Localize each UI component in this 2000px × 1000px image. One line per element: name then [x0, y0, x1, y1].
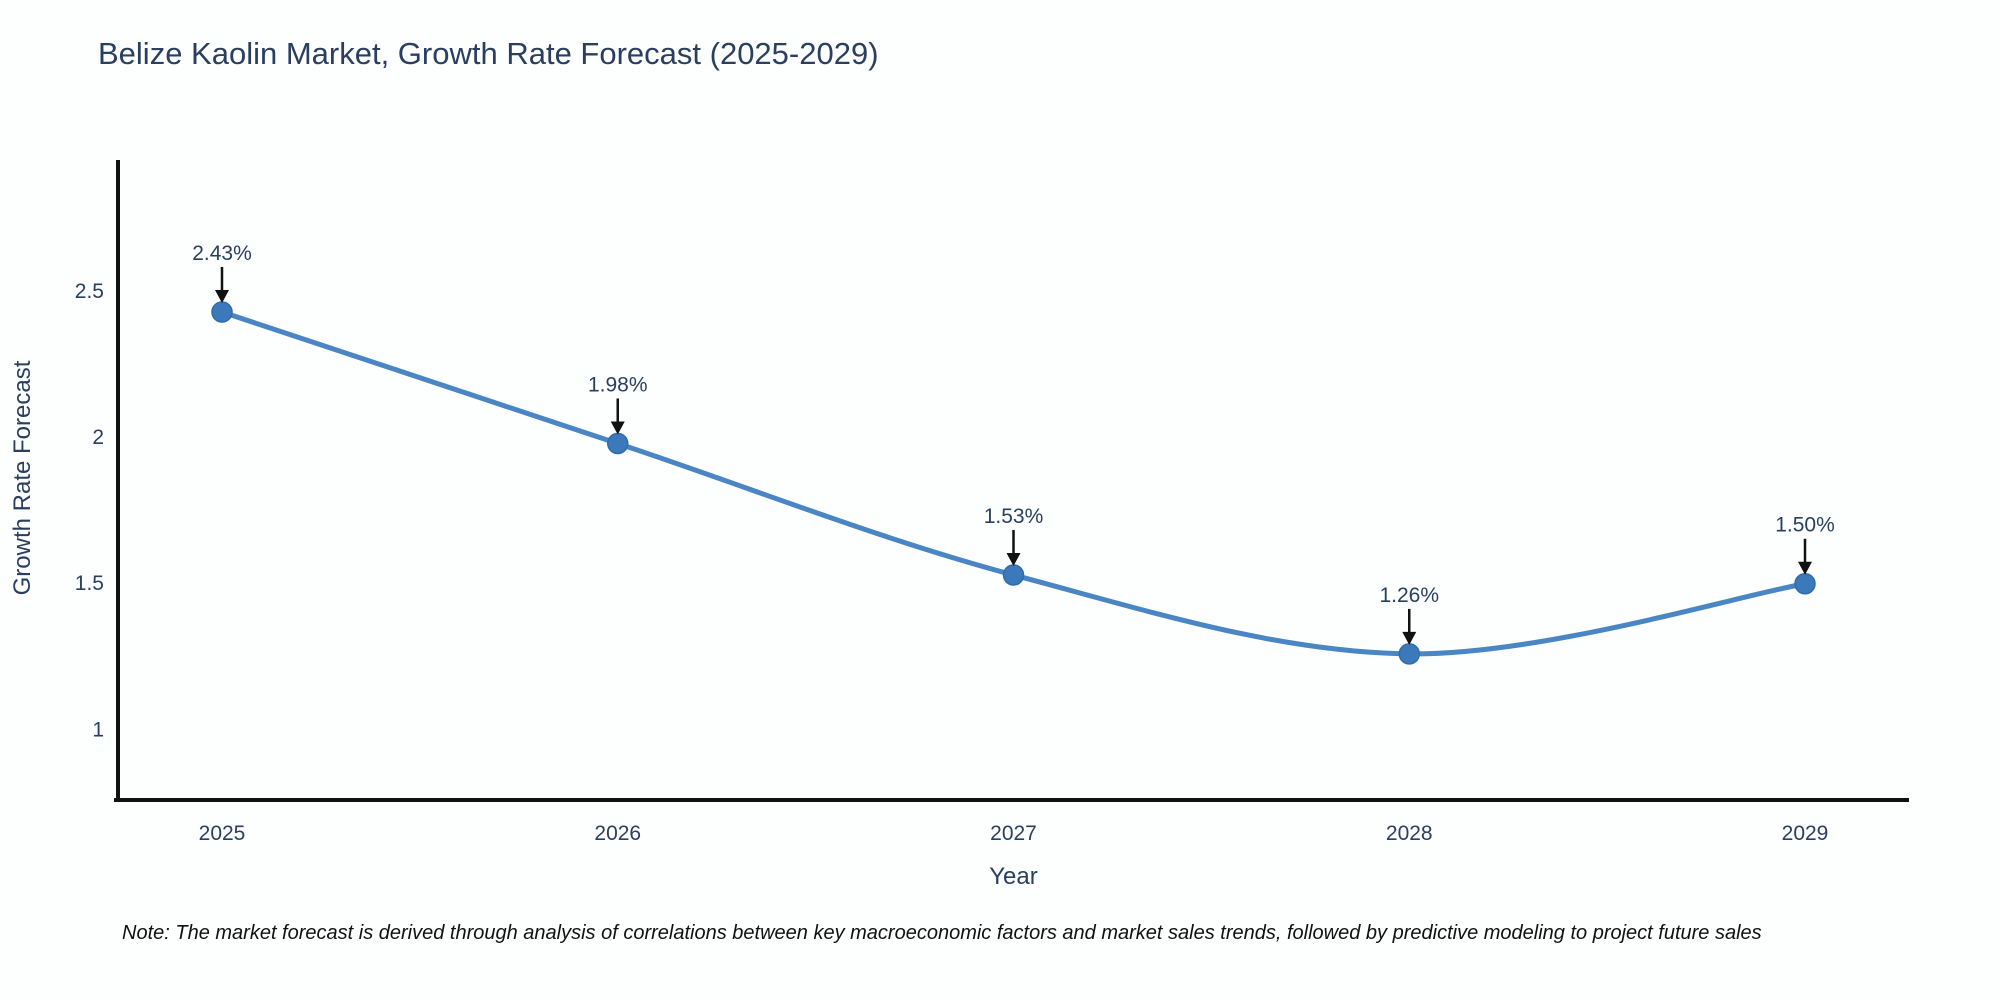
annotation-arrowhead-icon	[215, 289, 229, 303]
data-point-2025	[211, 301, 233, 323]
y-tick-label: 2.5	[75, 280, 104, 303]
chart-title: Belize Kaolin Market, Growth Rate Foreca…	[98, 36, 879, 71]
x-tick-label: 2029	[1782, 822, 1829, 845]
x-tick-label: 2028	[1386, 822, 1433, 845]
data-point-label: 1.98%	[588, 373, 648, 396]
y-axis-title: Growth Rate Forecast	[9, 360, 36, 595]
annotation-arrowhead-icon	[610, 421, 625, 435]
annotation-arrowhead-icon	[1402, 631, 1417, 645]
x-tick-label: 2027	[990, 822, 1037, 845]
data-point-2029	[1794, 572, 1816, 595]
annotation-arrowhead-icon	[1798, 561, 1812, 575]
series-line	[221, 309, 1806, 657]
data-point-2026	[607, 432, 629, 455]
y-tick-label: 1.5	[75, 572, 104, 595]
annotation-arrowhead-icon	[1006, 552, 1021, 566]
x-axis-title: Year	[989, 863, 1038, 890]
data-point-2028	[1398, 643, 1420, 665]
data-point-label: 1.50%	[1775, 514, 1835, 537]
y-tick-label: 2	[92, 426, 104, 449]
data-point-2027	[1002, 564, 1025, 586]
footnote: Note: The market forecast is derived thr…	[122, 922, 1762, 944]
y-tick-label: 1	[92, 718, 104, 741]
data-point-label: 1.26%	[1379, 584, 1439, 607]
data-point-label: 2.43%	[192, 242, 252, 265]
x-tick-label: 2025	[199, 822, 246, 845]
x-tick-label: 2026	[594, 822, 641, 845]
data-point-label: 1.53%	[984, 505, 1044, 528]
